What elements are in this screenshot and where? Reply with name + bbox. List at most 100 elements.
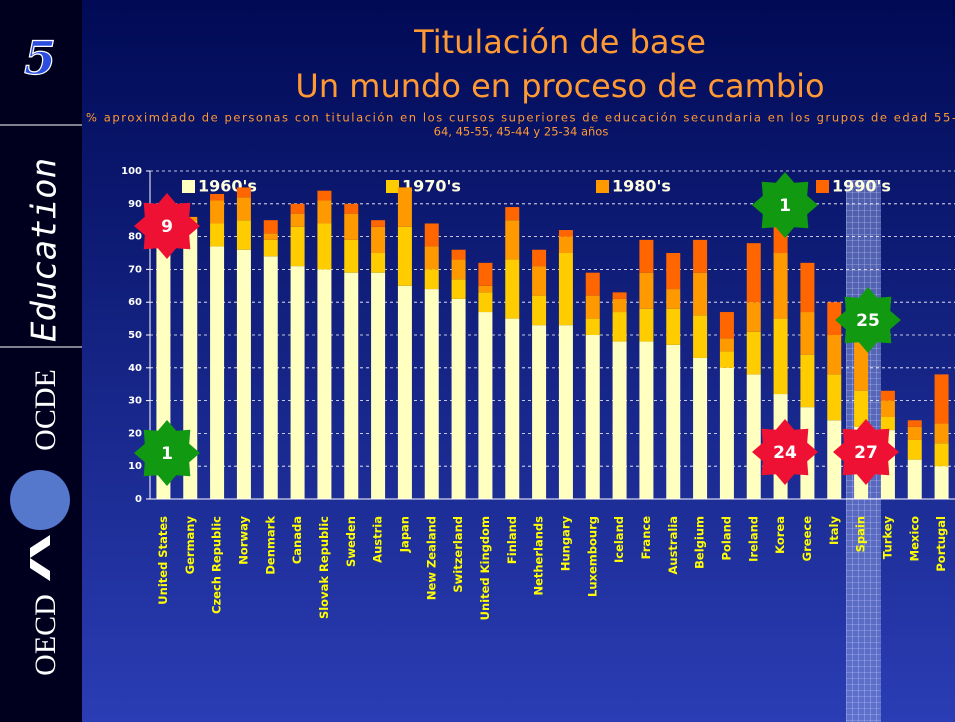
bar-segment [585, 318, 600, 335]
bar-segment [558, 236, 573, 253]
x-tick-label: Finland [505, 516, 519, 564]
y-tick-label: 0 [135, 494, 142, 505]
chart-title: Un mundo en proceso de cambio [295, 67, 824, 105]
x-tick-label: Australia [666, 516, 680, 575]
bar-segment [317, 190, 332, 201]
logo-chevron [30, 535, 50, 581]
bar-segment [880, 417, 895, 431]
legend-label: 1970's [402, 177, 461, 196]
legend-swatch [182, 180, 195, 193]
bar-segment [585, 335, 600, 499]
x-tick-label: Turkey [880, 516, 894, 560]
bar-segment [773, 318, 788, 395]
x-tick-label: Japan [397, 516, 411, 553]
x-tick-label: Italy [827, 516, 841, 545]
bar-segment [719, 367, 734, 499]
x-tick-label: Spain [854, 516, 868, 552]
y-tick-label: 50 [128, 330, 142, 341]
bar-segment [236, 197, 251, 221]
bar-segment [263, 256, 278, 499]
badge-label: 9 [161, 217, 173, 237]
x-tick-label: Hungary [558, 516, 572, 572]
badge [835, 287, 901, 353]
bar-segment [827, 335, 842, 375]
bar-segment [934, 374, 949, 424]
bar-segment [397, 187, 412, 227]
x-tick-label: France [639, 516, 653, 560]
bar-segment [424, 269, 439, 290]
x-tick-label: Austria [371, 516, 385, 563]
slide-number: 5 [24, 31, 56, 85]
bar-segment [558, 325, 573, 499]
badge-label: 1 [161, 444, 173, 464]
x-tick-label: New Zealand [424, 516, 438, 600]
bar-segment [317, 269, 332, 499]
bar-segment [639, 341, 654, 499]
bar-segment [478, 312, 493, 499]
x-tick-label: United States [156, 516, 170, 605]
x-tick-label: Mexico [907, 516, 921, 561]
bar-segment [478, 292, 493, 313]
bar-segment [639, 239, 654, 273]
bar-segment [693, 239, 708, 273]
y-tick-label: 40 [128, 363, 142, 374]
bar-segment [719, 338, 734, 352]
y-tick-label: 30 [128, 396, 142, 407]
bar-segment [505, 220, 520, 260]
badge-label: 27 [854, 443, 878, 463]
bar-segment [800, 354, 815, 408]
bar-segment [746, 302, 761, 332]
x-tick-label: Norway [236, 516, 250, 565]
bar-segment [397, 285, 412, 499]
bar-segment [934, 423, 949, 444]
bar-segment [371, 226, 386, 253]
badge-label: 1 [779, 196, 791, 216]
sidebar [0, 0, 82, 722]
bar-segment [907, 420, 922, 427]
bar-segment [344, 239, 359, 273]
bar-segment [371, 272, 386, 499]
badge [752, 419, 818, 485]
bar-segment [854, 390, 869, 427]
bar-segment [800, 312, 815, 355]
bar-segment [693, 357, 708, 499]
x-tick-label: Iceland [612, 516, 626, 563]
bar-segment [263, 220, 278, 234]
legend-swatch [386, 180, 399, 193]
bar-segment [934, 466, 949, 499]
x-tick-label: Korea [773, 516, 787, 554]
bar-segment [236, 220, 251, 250]
bar-segment [290, 203, 305, 214]
bar-segment [290, 266, 305, 499]
bar-segment [612, 341, 627, 499]
x-tick-label: Luxembourg [585, 516, 599, 597]
bar-segment [880, 400, 895, 417]
y-tick-label: 70 [128, 264, 142, 275]
bar-segment [210, 200, 225, 224]
bar-segment [371, 220, 386, 227]
bar-segment [585, 272, 600, 296]
x-tick-label: Poland [719, 516, 733, 560]
logo-circle [10, 470, 70, 530]
x-tick-label: Ireland [746, 516, 760, 562]
bar-segment [585, 295, 600, 319]
bar-segment [612, 312, 627, 342]
bar-segment [371, 253, 386, 273]
bar-segment [827, 374, 842, 421]
bar-segment [827, 420, 842, 499]
bar-segment [317, 223, 332, 270]
bar-segment [451, 249, 466, 260]
sidebar-word: Education [25, 158, 65, 342]
badge [833, 419, 899, 485]
bar-segment [424, 246, 439, 270]
x-tick-label: Switzerland [451, 516, 465, 593]
bar-segment [532, 295, 547, 326]
bar-segment [854, 341, 869, 391]
x-tick-label: Slovak Republic [317, 516, 331, 619]
bar-segment [907, 426, 922, 440]
bar-segment [719, 351, 734, 368]
bar-segment [290, 213, 305, 227]
legend-swatch [816, 180, 829, 193]
